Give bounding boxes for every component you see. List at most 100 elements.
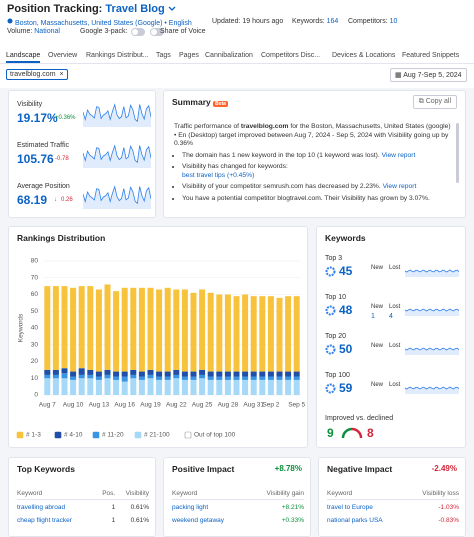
- chevron: [168, 6, 176, 11]
- tab[interactable]: Cannibalization: [205, 52, 253, 59]
- bar-segment: [164, 287, 171, 372]
- bar-segment: [207, 379, 214, 395]
- bar-segment: [61, 286, 68, 369]
- table-row: packing light +8.21%: [172, 500, 304, 514]
- kw-label: Top 3: [325, 255, 343, 262]
- bar-segment: [138, 379, 145, 395]
- legend-swatch[interactable]: [134, 431, 142, 439]
- bar-segment: [130, 378, 137, 395]
- column-header: Keyword: [17, 488, 97, 500]
- scrollbar: [456, 123, 459, 183]
- bar-segment: [113, 376, 120, 380]
- bar-segment: [113, 291, 120, 372]
- spark-line: [405, 269, 459, 273]
- y-tick-label: 30: [31, 341, 39, 348]
- bar-segment: [173, 378, 180, 395]
- date-picker[interactable]: ▦ Aug 7-Sep 5, 2024: [390, 68, 467, 82]
- lost-label: Lost: [389, 343, 401, 349]
- header-row: Keyword Pos. Visibility: [17, 488, 149, 500]
- bar-segment: [293, 379, 300, 395]
- bar-segment: [78, 368, 85, 375]
- improved-label: Improved vs. declined: [325, 415, 394, 422]
- bar-segment: [70, 376, 77, 380]
- legend-swatch[interactable]: [184, 431, 192, 439]
- bar-segment: [181, 379, 188, 395]
- legend-swatch[interactable]: [92, 431, 100, 439]
- keywords-title: Keywords: [325, 233, 366, 243]
- summary-list: The domain has 1 new keyword in the top …: [174, 152, 454, 204]
- bar-segment: [113, 371, 120, 377]
- tab[interactable]: Tags: [156, 52, 171, 59]
- metric-change: -0.78: [55, 156, 69, 162]
- item-text: The domain has 1 new keyword in the top …: [182, 151, 382, 159]
- sov-toggle[interactable]: [150, 28, 164, 36]
- legend-swatch[interactable]: [54, 431, 62, 439]
- summary-item: Visibility has changed for keywords:best…: [182, 163, 454, 180]
- bar-segment: [156, 376, 163, 380]
- project[interactable]: Travel Blog: [105, 3, 165, 15]
- kw-label: Top 10: [325, 294, 347, 301]
- legend-swatch[interactable]: [16, 431, 24, 439]
- bar-segment: [285, 376, 292, 380]
- bar-segment: [181, 376, 188, 380]
- bar-segment: [87, 286, 94, 370]
- metric-label: Visibility: [17, 101, 43, 108]
- lost-label: Lost: [389, 265, 401, 271]
- y-tick-label: 40: [31, 325, 39, 332]
- summary-item: You have a potential competitor blogtrav…: [182, 195, 454, 204]
- metric-label: Estimated Traffic: [17, 142, 70, 149]
- bar-segment: [285, 371, 292, 377]
- spark-area: [83, 104, 151, 127]
- gauge-good: [341, 427, 353, 439]
- cell: 1: [111, 504, 116, 511]
- domain-chip[interactable]: travelblog.com ×: [6, 69, 68, 80]
- data-table: Keyword Pos. Visibility travelling abroad 1 0…: [17, 488, 149, 526]
- gauge-bad: [351, 427, 363, 439]
- gauge: [341, 427, 363, 439]
- location[interactable]: Boston, Massachusetts, United States (Go…: [7, 18, 192, 27]
- ring-icon: [325, 383, 336, 394]
- tab[interactable]: Rankings Distribut...: [86, 52, 149, 59]
- bar-segment: [276, 376, 283, 380]
- item-text: Visibility of your competitor semrush.co…: [182, 183, 383, 190]
- copy-button[interactable]: ⧉ Copy all: [412, 95, 457, 109]
- item-link[interactable]: best travel tips (+0.45%): [182, 171, 255, 179]
- y-tick-label: 50: [31, 308, 39, 315]
- cell: +0.33%: [281, 517, 304, 524]
- new-label: New: [371, 343, 384, 349]
- x-tick-label: Sep 5: [288, 402, 305, 409]
- bar-segment: [293, 296, 300, 372]
- item-link[interactable]: View report: [382, 183, 417, 190]
- tab[interactable]: Landscape: [6, 52, 41, 63]
- bar-segment: [293, 371, 300, 377]
- summary-title: Summary Beta: [172, 97, 228, 107]
- sparkline: [83, 144, 151, 168]
- bar-segment: [61, 373, 68, 379]
- legend-label: Out of top 100: [194, 432, 236, 439]
- kw-value: 50: [339, 342, 353, 356]
- volume[interactable]: Volume: National: [7, 28, 60, 35]
- tab[interactable]: Devices & Locations: [332, 52, 396, 59]
- ring: [325, 305, 336, 316]
- tab[interactable]: Overview: [48, 52, 78, 59]
- item-link[interactable]: View report: [381, 151, 416, 159]
- bar-segment: [216, 376, 223, 380]
- bar-segment: [52, 369, 59, 375]
- bar-segment: [44, 378, 51, 395]
- bar-segment: [207, 376, 214, 380]
- bar-segment: [147, 374, 154, 379]
- summary-text: Traffic performance of travelblog.com fo…: [174, 123, 454, 206]
- tab[interactable]: Featured Snippets: [402, 52, 460, 59]
- cell: -1.03%: [438, 504, 459, 511]
- spark-line: [405, 386, 459, 390]
- bar-segment: [138, 376, 145, 380]
- spark-line: [83, 185, 151, 205]
- metric-label: Average Position: [17, 183, 70, 190]
- bar-segment: [190, 371, 197, 377]
- pack-toggle[interactable]: [131, 28, 145, 36]
- ring-icon: [325, 266, 336, 277]
- bar-segment: [61, 368, 68, 374]
- tab[interactable]: Competitors Disc...: [261, 52, 321, 59]
- tab[interactable]: Pages: [179, 52, 199, 59]
- bar-segment: [250, 296, 257, 372]
